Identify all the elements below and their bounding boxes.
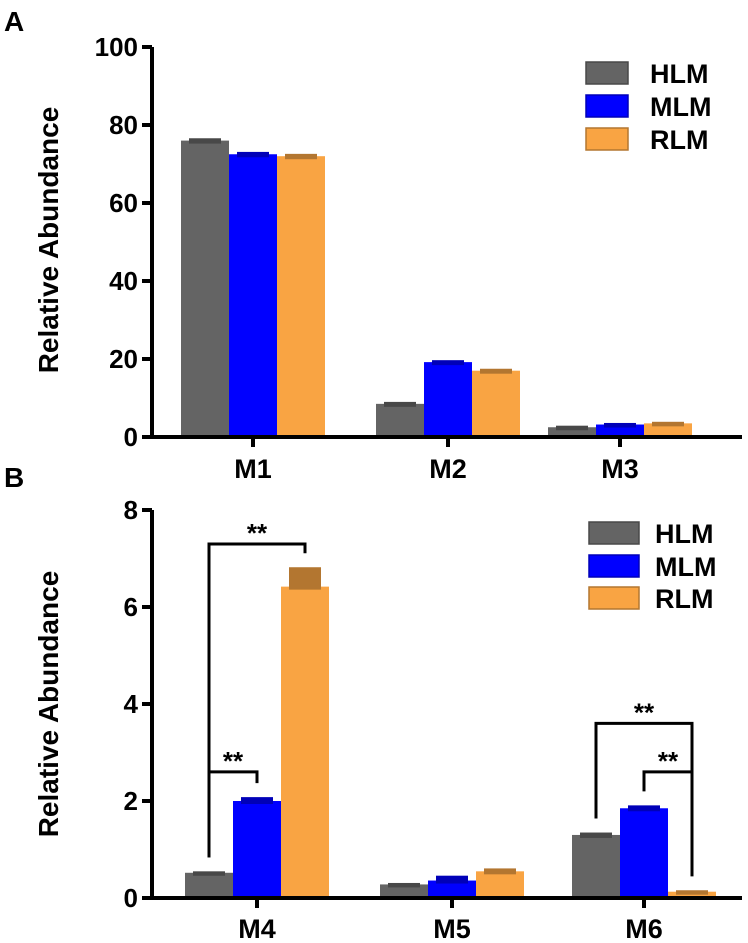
y-tick-label-8: 8 [124, 495, 138, 525]
bar-rlm-m2 [472, 370, 520, 437]
x-tick-label-m5: M5 [433, 914, 471, 943]
legend-label-rlm: RLM [650, 125, 708, 155]
bar-rlm-m1 [277, 156, 325, 437]
significance-label-2: ** [223, 746, 244, 776]
x-tick-label-m6: M6 [625, 914, 663, 943]
error-bar-rlm-m6 [676, 890, 708, 895]
x-tick-label-m3: M3 [601, 454, 639, 484]
chart-panel-a: 0 20 40 60 80 100 M1 M2 M3 Relative Abundance HLMM… [33, 32, 742, 484]
x-tick-label-m2: M2 [429, 454, 467, 484]
bar-rlm-m3 [644, 423, 692, 437]
panel-label-b: B [4, 462, 25, 493]
y-tick-label-2: 2 [124, 786, 138, 816]
legend-label-mlm: MLM [655, 552, 716, 582]
y-tick-label-0: 0 [124, 422, 138, 452]
legend-swatch-hlm [585, 61, 629, 85]
legend-swatch-mlm [588, 554, 640, 578]
error-bar-hlm-m5 [388, 882, 420, 888]
error-bar-mlm-m1 [237, 151, 269, 158]
error-bar-mlm-m4 [241, 797, 273, 804]
bar-hlm-m2 [376, 403, 424, 437]
panel-label-a: A [4, 6, 25, 37]
legend-swatch-hlm [588, 521, 640, 545]
y-axis-title: Relative Abundance [33, 571, 64, 838]
bar-mlm-m2 [424, 362, 472, 437]
bar-mlm-m1 [229, 154, 277, 437]
y-tick-label-40: 40 [109, 266, 138, 296]
significance-bracket-1 [207, 542, 307, 858]
error-bar-hlm-m2 [384, 401, 416, 407]
significance-bracket-4 [642, 770, 694, 877]
bar-mlm-m5 [428, 880, 476, 898]
bar-hlm-m3 [548, 427, 596, 437]
error-bar-mlm-m2 [432, 360, 464, 366]
bar-rlm-m6 [668, 891, 716, 898]
significance-bracket-2 [207, 770, 259, 858]
error-bar-hlm-m3 [556, 425, 588, 431]
bar-mlm-m6 [620, 808, 668, 898]
legend-label-mlm: MLM [650, 92, 711, 122]
legend-swatch-rlm [588, 586, 640, 610]
legend-swatch-rlm [585, 127, 629, 151]
significance-label-4: ** [658, 746, 679, 776]
legend-label-hlm: HLM [655, 519, 713, 549]
y-tick-label-4: 4 [124, 689, 139, 719]
bar-rlm-m5 [476, 871, 524, 898]
significance-label-1: ** [247, 518, 268, 548]
y-tick-label-60: 60 [109, 188, 138, 218]
bar-mlm-m4 [233, 801, 281, 898]
y-tick-label-6: 6 [124, 592, 138, 622]
legend-label-rlm: RLM [655, 584, 713, 614]
error-bar-rlm-m3 [652, 421, 684, 427]
bar-rlm-m4 [281, 586, 329, 898]
error-bar-hlm-m1 [189, 138, 221, 144]
significance-label-3: ** [634, 697, 655, 727]
bar-hlm-m6 [572, 834, 620, 898]
y-tick-label-80: 80 [109, 110, 138, 140]
y-tick-label-0: 0 [124, 883, 138, 913]
y-tick-label-20: 20 [109, 344, 138, 374]
bar-mlm-m3 [596, 424, 644, 437]
error-bar-rlm-m1 [285, 153, 317, 160]
x-tick-label-m4: M4 [238, 914, 276, 943]
y-tick-label-100: 100 [95, 32, 138, 62]
x-tick-label-m1: M1 [234, 454, 272, 484]
legend-swatch-mlm [585, 94, 629, 118]
error-bar-mlm-m3 [604, 422, 636, 428]
error-bar-mlm-m5 [436, 875, 468, 884]
error-bar-rlm-m4 [289, 567, 321, 590]
error-bar-hlm-m4 [193, 871, 225, 876]
error-bar-rlm-m5 [484, 868, 516, 875]
error-bar-mlm-m6 [628, 805, 660, 812]
legend-label-hlm: HLM [650, 59, 708, 89]
error-bar-rlm-m2 [480, 368, 512, 374]
y-axis-title: Relative Abundance [33, 107, 64, 374]
bar-hlm-m1 [181, 140, 229, 437]
bar-hlm-m4 [185, 872, 233, 898]
bar-hlm-m5 [380, 884, 428, 898]
error-bar-hlm-m6 [580, 832, 612, 838]
